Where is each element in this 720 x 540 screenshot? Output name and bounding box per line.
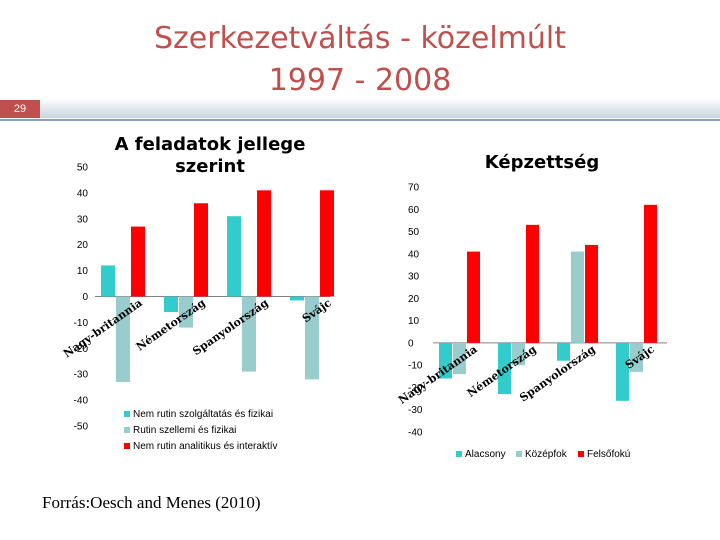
y-tick-label: 0	[82, 292, 88, 303]
bar-33cccc-3	[616, 342, 629, 401]
legend-label: Rutin szellemi és fizikai	[133, 425, 236, 436]
legend-label: Nem rutin analitikus és interaktív	[133, 441, 278, 452]
bar-ff0000-1	[194, 203, 208, 297]
legend-label: Felsőfokú	[587, 449, 630, 460]
y-tick-label: -50	[74, 422, 89, 433]
bar-33cccc-0	[439, 342, 452, 379]
y-tick-label: 50	[77, 163, 89, 174]
y-tick-label: -10	[74, 318, 89, 329]
bar-33cccc-1	[498, 342, 511, 395]
bar-99cccc-2	[571, 251, 584, 343]
chart-title-line: A feladatok jellege	[115, 134, 306, 155]
bar-ff0000-2	[257, 190, 271, 297]
slide-number: 29	[0, 100, 40, 118]
bar-99cccc-2	[242, 296, 256, 372]
title-line-2: 1997 - 2008	[268, 63, 452, 98]
y-tick-label: -20	[408, 383, 423, 394]
bar-ff0000-3	[644, 204, 657, 343]
y-tick-label: 30	[77, 214, 89, 225]
bar-ff0000-0	[467, 251, 480, 343]
legend-label: Középfok	[525, 449, 568, 460]
y-tick-label: -20	[74, 344, 89, 355]
category-label: Nagy-britannia	[396, 343, 480, 407]
y-tick-label: 10	[408, 316, 420, 327]
slide-title: Szerkezetváltás - közelmúlt 1997 - 2008	[0, 18, 720, 102]
bar-33cccc-3	[290, 296, 304, 301]
bar-33cccc-2	[227, 216, 241, 297]
chart-title: A feladatok jellege szerint	[115, 134, 306, 177]
bar-99cccc-3	[630, 342, 643, 372]
chart-title-line: Képzettség	[485, 152, 599, 173]
y-tick-label: 30	[408, 272, 420, 283]
bar-ff0000-3	[320, 190, 334, 297]
y-tick-label: 20	[77, 240, 89, 251]
y-tick-label: 0	[408, 338, 414, 349]
y-tick-label: -30	[74, 370, 89, 381]
bar-ff0000-1	[526, 224, 539, 343]
legend-label: Nem rutin szolgáltatás és fizikai	[133, 409, 273, 420]
header-band	[0, 98, 720, 118]
bar-33cccc-0	[101, 265, 115, 297]
bar-33cccc-2	[557, 342, 570, 361]
y-tick-label: -30	[408, 405, 423, 416]
bar-99cccc-1	[512, 342, 525, 366]
bar-99cccc-0	[116, 296, 130, 382]
y-tick-label: 10	[77, 266, 89, 277]
chart-title: Képzettség	[485, 152, 599, 173]
bar-99cccc-1	[179, 296, 193, 328]
source-note: Forrás:Oesch and Menes (2010)	[42, 493, 261, 512]
bar-33cccc-1	[164, 296, 178, 313]
y-tick-label: 60	[408, 205, 420, 216]
legend-swatch	[456, 451, 462, 457]
y-tick-label: -40	[408, 428, 423, 439]
bar-99cccc-0	[453, 342, 466, 375]
legend-swatch	[578, 451, 584, 457]
bar-99cccc-3	[305, 296, 319, 380]
y-tick-label: -10	[408, 361, 423, 372]
title-line-1: Szerkezetváltás - közelmúlt	[154, 21, 566, 56]
y-tick-label: 40	[77, 188, 89, 199]
y-tick-label: 40	[408, 249, 420, 260]
header-band-line	[0, 119, 720, 121]
chart-title-line: szerint	[175, 156, 245, 177]
legend-swatch	[516, 451, 522, 457]
y-tick-label: 20	[408, 294, 420, 305]
y-tick-label: -40	[74, 396, 89, 407]
y-tick-label: 70	[408, 183, 420, 194]
bar-ff0000-2	[585, 244, 598, 343]
y-tick-label: 50	[408, 227, 420, 238]
legend-swatch	[124, 411, 130, 417]
legend-swatch	[124, 427, 130, 433]
legend-label: Alacsony	[465, 449, 506, 460]
legend-swatch	[124, 443, 130, 449]
bar-ff0000-0	[131, 226, 145, 297]
